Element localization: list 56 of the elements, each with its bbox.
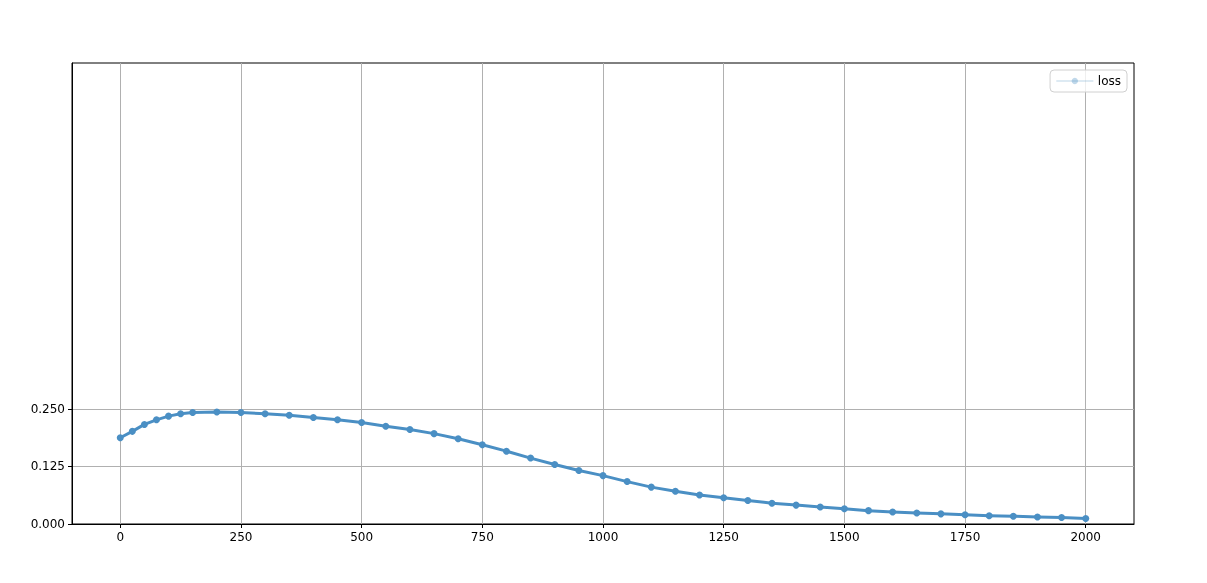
point — [961, 511, 969, 519]
point — [140, 420, 148, 428]
point — [261, 410, 269, 418]
point — [382, 422, 390, 430]
x-tick-label: 250 — [229, 530, 253, 544]
point — [696, 491, 704, 499]
point — [744, 496, 752, 504]
point — [1058, 514, 1066, 522]
point — [889, 508, 897, 516]
y-tick-label: 0.250 — [30, 401, 65, 416]
point — [575, 467, 583, 475]
point — [768, 499, 776, 507]
y-tick-label: 0.125 — [30, 459, 65, 474]
point — [599, 472, 607, 480]
point — [116, 434, 124, 442]
point — [647, 483, 655, 491]
point — [623, 478, 631, 486]
point — [334, 416, 341, 424]
point — [213, 408, 221, 416]
point — [937, 510, 945, 518]
point — [1033, 513, 1041, 521]
point — [985, 512, 993, 520]
x-tick-label: 1250 — [708, 530, 739, 544]
x-tick-label: 1500 — [829, 530, 860, 544]
point — [527, 454, 535, 462]
x-tick-label: 2000 — [1070, 530, 1101, 544]
point — [177, 410, 185, 418]
point — [358, 419, 366, 427]
x-tick-label: 1000 — [587, 530, 619, 544]
point — [430, 430, 438, 438]
x-tick-label: 500 — [350, 530, 374, 544]
legend-label: loss — [1097, 74, 1122, 88]
x-tick-label: 750 — [470, 530, 494, 544]
point — [1082, 514, 1090, 522]
point — [865, 507, 872, 515]
point — [406, 426, 414, 433]
point — [128, 427, 136, 435]
point — [285, 411, 293, 419]
y-tick-label: 0.000 — [30, 517, 65, 531]
point — [913, 509, 921, 517]
point — [1009, 512, 1017, 520]
point — [478, 441, 486, 449]
point — [840, 505, 848, 513]
x-tick-label: 0 — [116, 530, 125, 544]
point — [309, 414, 317, 422]
point — [189, 408, 197, 416]
point — [152, 416, 160, 424]
point — [237, 408, 245, 416]
point — [671, 487, 679, 495]
point — [551, 461, 559, 469]
x-tick-label: 1750 — [949, 530, 981, 544]
point — [454, 435, 462, 443]
point — [816, 503, 824, 511]
point — [165, 412, 173, 420]
point — [720, 494, 728, 502]
point — [502, 447, 510, 455]
